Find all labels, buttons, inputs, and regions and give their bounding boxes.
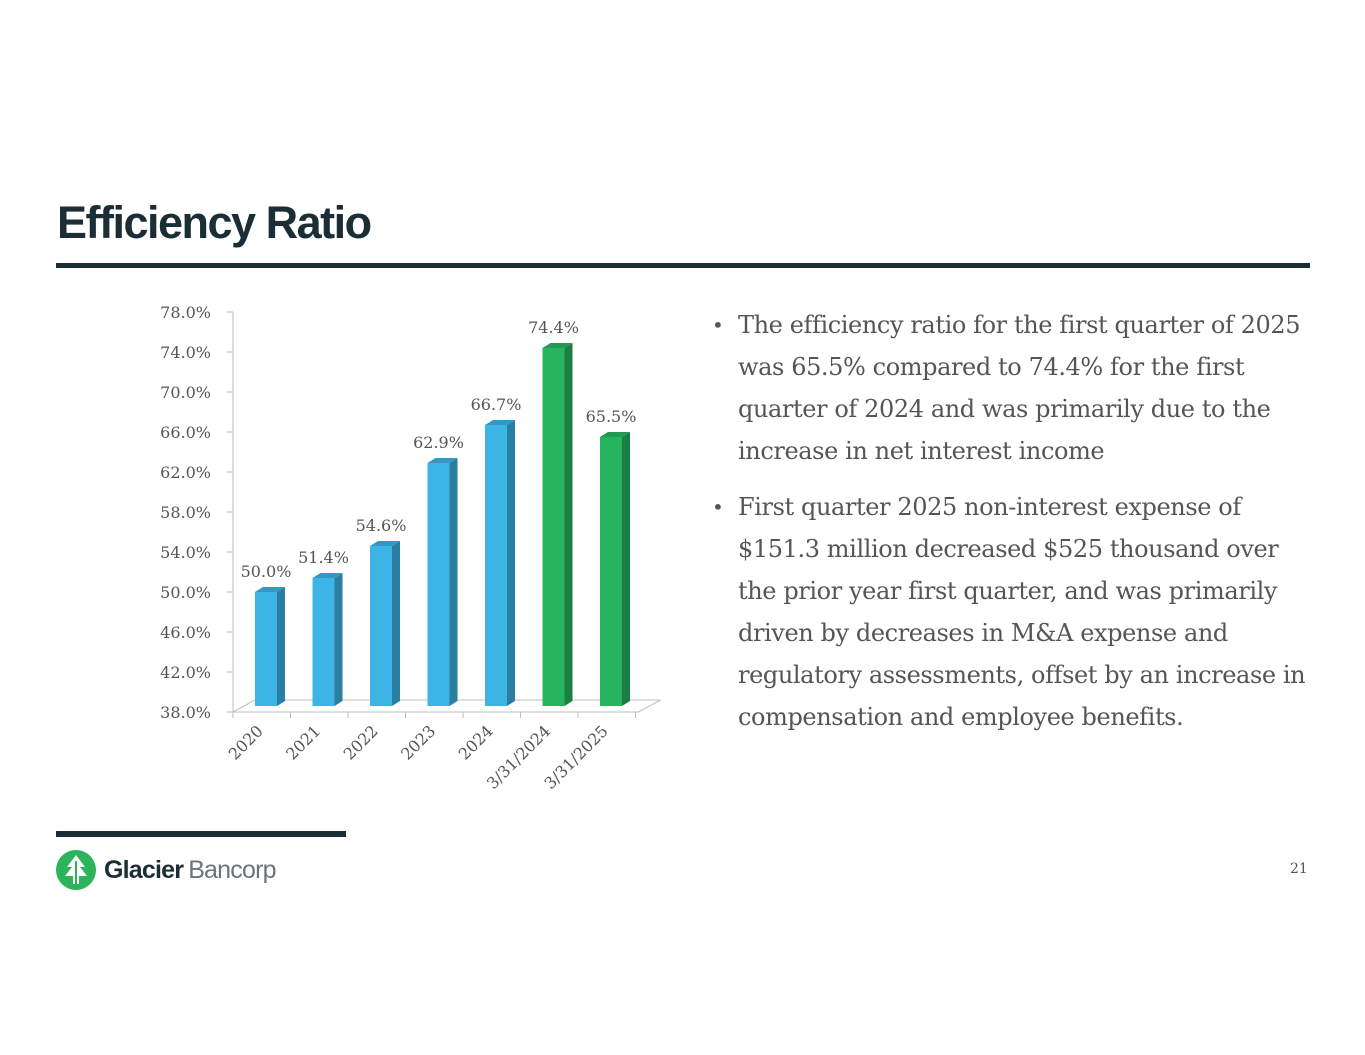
bar-data-label: 54.6%: [356, 516, 407, 535]
y-tick-label: 74.0%: [160, 343, 211, 362]
x-tick-label: 2021: [282, 721, 324, 763]
bar-top: [600, 432, 630, 437]
x-tick-label: 2022: [340, 721, 382, 763]
y-tick-label: 50.0%: [160, 583, 211, 602]
bullet-item: • First quarter 2025 non-interest expense…: [712, 486, 1312, 738]
efficiency-ratio-chart: 38.0% 42.0% 46.0% 50.0% 54.0% 58.0% 62.0% 66.0%…: [160, 303, 661, 793]
bar-top: [312, 573, 343, 578]
bar-data-label: 65.5%: [586, 407, 637, 426]
page-number: 21: [1290, 861, 1308, 877]
bar-data-label: 66.7%: [471, 395, 522, 414]
bar-top: [427, 458, 458, 463]
bar-side: [392, 541, 400, 706]
bar: [427, 463, 450, 706]
bar-side: [622, 432, 630, 706]
bar: [542, 348, 565, 706]
title-divider: [56, 263, 1310, 268]
y-tick-label: 58.0%: [160, 503, 211, 522]
bar-top: [485, 420, 515, 425]
slide-title: Efficiency Ratio: [57, 197, 372, 248]
bar: [600, 437, 622, 706]
bar-data-label: 50.0%: [241, 562, 292, 581]
y-tick-label: 54.0%: [160, 543, 211, 562]
y-tick-label: 62.0%: [160, 463, 211, 482]
bar: [312, 578, 335, 706]
bar-top: [542, 343, 573, 348]
y-tick-label: 38.0%: [160, 703, 211, 722]
bar-top: [370, 541, 400, 546]
bar-side: [277, 587, 285, 706]
bar: [485, 425, 507, 706]
bar-data-label: 51.4%: [298, 548, 349, 567]
logo-name-light: Bancorp: [188, 855, 276, 884]
bullet-text: The efficiency ratio for the first quart…: [738, 311, 1301, 465]
y-tick-label: 46.0%: [160, 623, 211, 642]
logo-name-bold: Glacier: [104, 855, 184, 884]
bullet-icon: •: [712, 313, 724, 337]
x-tick-label: 2023: [397, 721, 439, 763]
bullet-icon: •: [712, 495, 724, 519]
bar-top: [255, 587, 285, 592]
y-tick-label: 66.0%: [160, 423, 211, 442]
bar: [255, 592, 277, 706]
x-tick-label: 2020: [225, 721, 267, 763]
bar-side: [334, 573, 343, 706]
company-logo: Glacier Bancorp: [55, 849, 276, 891]
x-tick-label: 2024: [455, 721, 497, 763]
footer-divider: [56, 831, 346, 837]
bar-data-label: 62.9%: [413, 433, 464, 452]
bar-data-label: 74.4%: [528, 318, 579, 337]
y-tick-label: 42.0%: [160, 663, 211, 682]
bullet-item: • The efficiency ratio for the first quar…: [712, 304, 1312, 472]
y-tick-label: 70.0%: [160, 383, 211, 402]
y-tick-label: 78.0%: [160, 303, 211, 322]
bar-side: [449, 458, 458, 706]
commentary-list: • The efficiency ratio for the first quar…: [712, 304, 1312, 752]
bar: [370, 546, 392, 706]
bar-side: [507, 420, 515, 706]
bullet-text: First quarter 2025 non-interest expense …: [738, 493, 1306, 731]
bar-side: [564, 343, 573, 706]
tree-icon: [56, 850, 96, 890]
